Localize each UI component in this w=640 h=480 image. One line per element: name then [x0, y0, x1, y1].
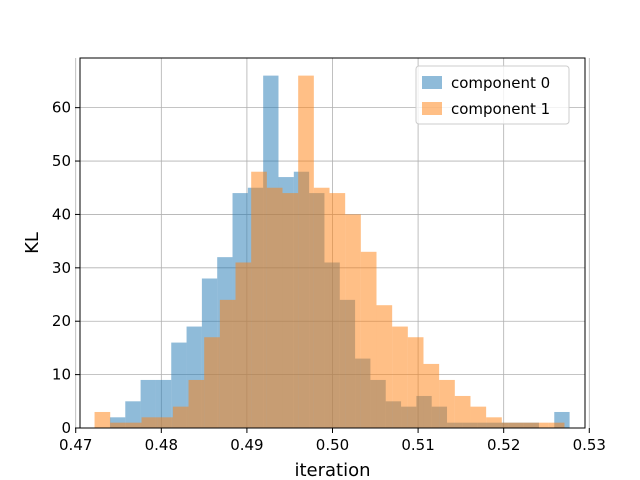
- histogram-bar-component-1: [188, 379, 205, 428]
- histogram-bar-component-1: [172, 406, 189, 428]
- histogram-bars: [94, 75, 570, 428]
- y-tick-label: 10: [52, 366, 71, 384]
- legend-label-component-1: component 1: [451, 100, 550, 118]
- x-tick-label: 0.47: [59, 436, 92, 454]
- x-tick-label: 0.49: [230, 436, 263, 454]
- x-axis-label: iteration: [294, 460, 370, 480]
- y-tick-label: 60: [52, 99, 71, 117]
- histogram-bar-component-0: [140, 379, 156, 428]
- legend-swatch-component-0: [422, 76, 442, 89]
- x-tick-label: 0.51: [401, 436, 434, 454]
- histogram-bar-component-1: [548, 422, 565, 428]
- histogram-bar-component-1: [329, 193, 346, 428]
- y-tick-label: 0: [61, 419, 71, 437]
- y-axis: 0 10 20 30 40 50 60: [52, 99, 80, 437]
- histogram-bar-component-1: [251, 171, 267, 428]
- legend-swatch-component-1: [422, 102, 442, 115]
- histogram-bar-component-1: [517, 422, 534, 428]
- x-tick-label: 0.48: [145, 436, 178, 454]
- histogram-bar-component-1: [219, 299, 236, 428]
- histogram-bar-component-1: [110, 422, 126, 428]
- histogram-bar-component-1: [486, 417, 502, 428]
- x-tick-label: 0.53: [573, 436, 606, 454]
- y-axis-label: KL: [22, 232, 43, 254]
- histogram-bar-component-0: [125, 401, 141, 428]
- histogram-bar-component-1: [94, 411, 111, 428]
- histogram-bar-component-1: [423, 363, 440, 428]
- histogram-bar-component-1: [313, 187, 330, 428]
- histogram-bar-component-1: [376, 305, 393, 428]
- histogram-bar-component-1: [439, 379, 455, 428]
- histogram-bar-component-1: [392, 326, 408, 428]
- histogram-bar-component-1: [141, 417, 158, 428]
- histogram-bar-component-1: [282, 193, 299, 428]
- histogram-bar-component-1: [157, 417, 173, 428]
- x-tick-label: 0.50: [316, 436, 349, 454]
- x-axis: 0.47 0.48 0.49 0.50 0.51 0.52 0.53: [59, 428, 606, 454]
- legend-box: [415, 65, 570, 125]
- histogram-bar-component-1: [470, 406, 487, 428]
- y-tick-label: 30: [52, 259, 71, 277]
- histogram-bar-component-1: [533, 422, 549, 428]
- histogram-bar-component-1: [235, 262, 252, 428]
- y-tick-label: 40: [52, 205, 71, 223]
- histogram-bar-component-1: [501, 422, 518, 428]
- legend: component 0 component 1: [415, 65, 570, 125]
- histogram-bar-component-1: [266, 187, 283, 428]
- histogram-bar-component-1: [204, 337, 220, 428]
- histogram-bar-component-0: [155, 379, 172, 428]
- y-tick-label: 50: [52, 152, 71, 170]
- histogram-bar-component-1: [298, 75, 314, 428]
- y-tick-label: 20: [52, 312, 71, 330]
- x-tick-label: 0.52: [487, 436, 520, 454]
- histogram-bar-component-1: [454, 395, 471, 428]
- histogram-bar-component-1: [345, 214, 361, 428]
- histogram-bar-component-1: [407, 337, 424, 428]
- histogram-bar-component-1: [125, 422, 142, 428]
- legend-label-component-0: component 0: [451, 74, 550, 92]
- histogram-bar-component-1: [360, 251, 377, 428]
